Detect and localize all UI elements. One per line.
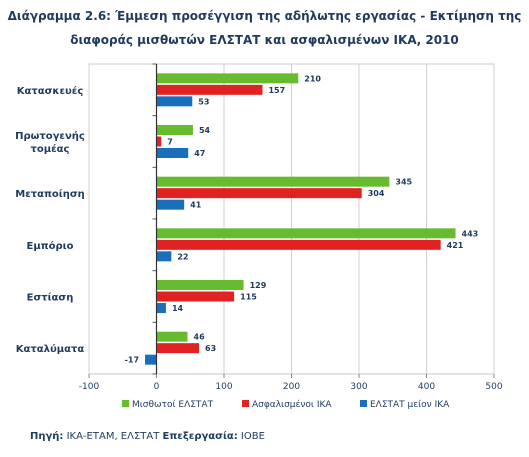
data-label: 421 xyxy=(447,241,464,250)
source-label: Πηγή: xyxy=(30,431,64,442)
bar xyxy=(156,280,244,290)
x-tick-label: -100 xyxy=(79,382,100,392)
bar xyxy=(156,291,235,302)
data-label: 304 xyxy=(368,189,385,198)
x-tick-label: 400 xyxy=(418,382,435,392)
data-label: 157 xyxy=(268,86,285,95)
data-label: -17 xyxy=(125,356,139,365)
bar xyxy=(156,331,188,342)
data-label: 7 xyxy=(167,138,173,147)
source-note: Πηγή: ΙΚΑ-ΕΤΑΜ, ΕΛΣΤΑΤ Επεξεργασία: ΙΟΒΕ xyxy=(30,431,265,442)
bar-chart: -100 0 100 200 300 400 500 210 157 53 Κατασκευές 54… xyxy=(15,63,503,410)
data-label: 53 xyxy=(198,97,209,106)
data-label: 14 xyxy=(172,304,184,313)
bar xyxy=(156,199,185,210)
bar xyxy=(156,239,441,250)
y-tick-label: Πρωτογενής xyxy=(15,130,85,142)
bar xyxy=(156,96,193,107)
chart-title-line-2: διαφοράς μισθωτών ΕΛΣΤΑΤ και ασφαλισμένω… xyxy=(70,33,459,47)
y-tick-label: τομέας xyxy=(31,143,70,155)
x-tick-label: 200 xyxy=(283,382,300,392)
data-label: 41 xyxy=(190,201,202,210)
bar xyxy=(156,148,189,158)
x-tick-label: 300 xyxy=(350,382,367,392)
y-tick-label: Μεταποίηση xyxy=(15,188,84,200)
bar xyxy=(156,228,456,239)
source-text: ΙΚΑ-ΕΤΑΜ, ΕΛΣΤΑΤ xyxy=(63,431,163,442)
bar xyxy=(156,188,362,199)
x-tick-label: 500 xyxy=(485,382,502,392)
bar xyxy=(156,84,263,95)
data-label: 443 xyxy=(462,229,479,238)
legend-swatch xyxy=(360,400,367,407)
legend-label: Μισθωτοί ΕΛΣΤΑΤ xyxy=(132,400,214,410)
x-tick-label: 0 xyxy=(154,382,160,392)
data-label: 22 xyxy=(177,252,188,261)
bar xyxy=(156,251,172,262)
x-tick-label: 100 xyxy=(215,382,232,392)
data-label: 345 xyxy=(395,178,412,187)
bar xyxy=(156,73,299,84)
processing-label: Επεξεργασία: xyxy=(162,431,238,442)
data-label: 47 xyxy=(194,149,205,158)
bar xyxy=(156,136,162,147)
processing-text: ΙΟΒΕ xyxy=(237,431,265,442)
data-label: 115 xyxy=(240,293,257,302)
bar xyxy=(156,125,193,135)
data-label: 54 xyxy=(199,126,211,135)
data-label: 129 xyxy=(250,281,267,290)
legend-label: ΕΛΣΤΑΤ μείον ΙΚΑ xyxy=(370,400,450,410)
chart-title-line-1: Διάγραμμα 2.6: Έμμεση προσέγγιση της αδή… xyxy=(7,9,522,23)
y-tick-label: Καταλύματα xyxy=(16,343,85,355)
data-label: 63 xyxy=(205,344,216,353)
bar xyxy=(145,354,157,365)
legend-swatch xyxy=(122,400,129,407)
legend-label: Ασφαλισμένοι ΙΚΑ xyxy=(252,399,332,410)
y-tick-label: Εστίαση xyxy=(27,292,74,304)
legend-swatch xyxy=(242,400,249,407)
y-tick-label: Εμπόριο xyxy=(27,240,74,252)
bar xyxy=(156,303,166,313)
bar xyxy=(156,176,390,187)
y-tick-label: Κατασκευές xyxy=(17,85,84,97)
data-label: 210 xyxy=(304,74,321,83)
data-label: 46 xyxy=(194,333,206,342)
bar xyxy=(156,343,200,354)
